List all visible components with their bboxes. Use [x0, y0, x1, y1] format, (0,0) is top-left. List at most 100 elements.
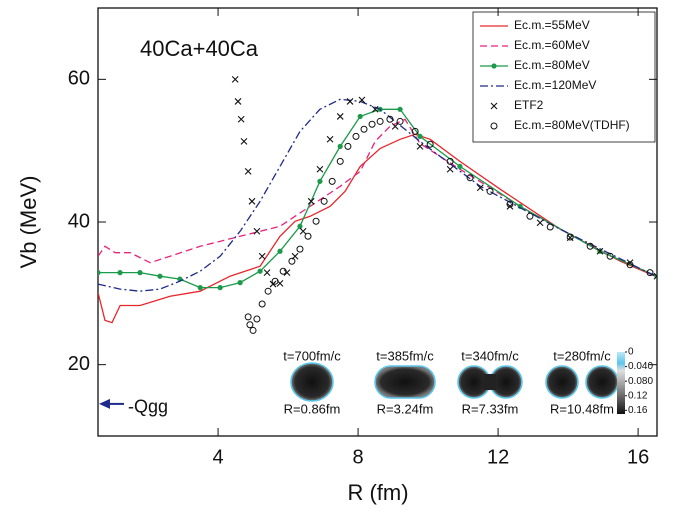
density-snapshot: [545, 365, 619, 399]
marker: [336, 113, 344, 120]
marker: [376, 117, 384, 125]
marker: [258, 252, 266, 260]
marker: [490, 102, 498, 110]
legend: [472, 11, 656, 143]
marker: [506, 200, 514, 208]
nucleus: [374, 365, 436, 399]
marker: [137, 270, 143, 276]
marker: [307, 197, 315, 205]
marker: [248, 197, 256, 205]
density-snapshot: [374, 365, 436, 399]
marker: [653, 272, 657, 280]
colorbar-label: 0.040: [628, 361, 653, 372]
qgg-arrowhead: [99, 398, 110, 409]
marker: [466, 174, 474, 182]
marker: [357, 113, 363, 120]
marker: [536, 219, 544, 227]
marker: [546, 223, 554, 231]
x-tick-label: 8: [353, 446, 364, 468]
snapshot-distance: R=7.33fm: [462, 401, 519, 416]
neck: [484, 374, 496, 390]
marker: [368, 120, 376, 128]
marker: [269, 280, 277, 288]
marker: [397, 106, 403, 112]
marker: [526, 212, 534, 220]
marker: [244, 313, 252, 321]
x-axis-label: R (fm): [347, 480, 408, 505]
marker: [312, 217, 320, 225]
legend-label: Ec.m.=80MeV: [514, 58, 590, 72]
marker: [296, 245, 304, 253]
legend-label: Ec.m.=80MeV(TDHF): [514, 118, 630, 132]
marker: [326, 135, 334, 143]
marker: [304, 232, 312, 240]
marker: [283, 269, 291, 277]
marker: [344, 142, 352, 150]
qgg-label: -Qgg: [128, 397, 168, 417]
marker: [328, 177, 336, 185]
density-snapshot: [457, 365, 523, 399]
nucleus: [585, 365, 619, 399]
marker: [566, 233, 574, 241]
marker: [346, 98, 354, 105]
marker: [317, 178, 323, 184]
marker: [371, 105, 379, 113]
legend-label: Ec.m.=55MeV: [514, 18, 590, 32]
marker: [596, 247, 604, 255]
snapshot-distance: R=0.86fm: [284, 401, 341, 416]
marker: [457, 163, 463, 169]
marker: [98, 270, 101, 276]
marker: [606, 252, 614, 260]
snapshot-time: t=280fm/c: [553, 348, 611, 363]
marker: [646, 269, 654, 277]
legend-label: Ec.m.=120MeV: [514, 78, 596, 92]
marker: [486, 187, 494, 195]
marker: [391, 123, 399, 130]
colorbar: [617, 352, 625, 414]
series-line: [98, 118, 657, 277]
marker: [626, 261, 634, 269]
y-axis-label: Vb (MeV): [16, 176, 41, 269]
marker: [279, 267, 287, 275]
marker: [446, 165, 454, 173]
marker: [246, 321, 254, 329]
snapshot-time: t=340fm/c: [461, 348, 519, 363]
marker: [336, 157, 344, 165]
marker: [277, 248, 283, 254]
snapshot-time: t=385fm/c: [376, 348, 434, 363]
nucleus: [545, 365, 579, 399]
marker: [157, 273, 163, 279]
snapshot-distance: R=10.48fm: [550, 401, 614, 416]
marker: [320, 197, 328, 205]
marker: [217, 285, 223, 291]
marker: [237, 280, 243, 286]
marker: [626, 259, 634, 267]
legend-label: Ec.m.=60MeV: [514, 38, 590, 52]
x-tick-label: 4: [212, 446, 223, 468]
snapshot-time: t=700fm/c: [283, 348, 341, 363]
marker: [446, 157, 454, 165]
marker: [490, 122, 498, 130]
marker: [271, 277, 279, 285]
marker: [396, 117, 404, 125]
marker: [360, 125, 368, 133]
x-tick-label: 12: [487, 446, 509, 468]
plot-area: [98, 75, 657, 334]
marker: [586, 242, 594, 250]
marker: [257, 268, 263, 274]
marker: [506, 202, 514, 210]
marker: [253, 227, 261, 235]
marker: [253, 315, 261, 323]
marker: [288, 257, 296, 265]
marker: [358, 96, 366, 104]
legend-label: ETF2: [514, 98, 544, 112]
series-line: [98, 133, 657, 324]
nucleus: [290, 362, 334, 402]
marker: [316, 165, 324, 173]
marker: [337, 143, 343, 149]
marker: [386, 115, 394, 123]
colorbar-label: 0.12: [628, 390, 648, 401]
marker: [258, 300, 266, 308]
